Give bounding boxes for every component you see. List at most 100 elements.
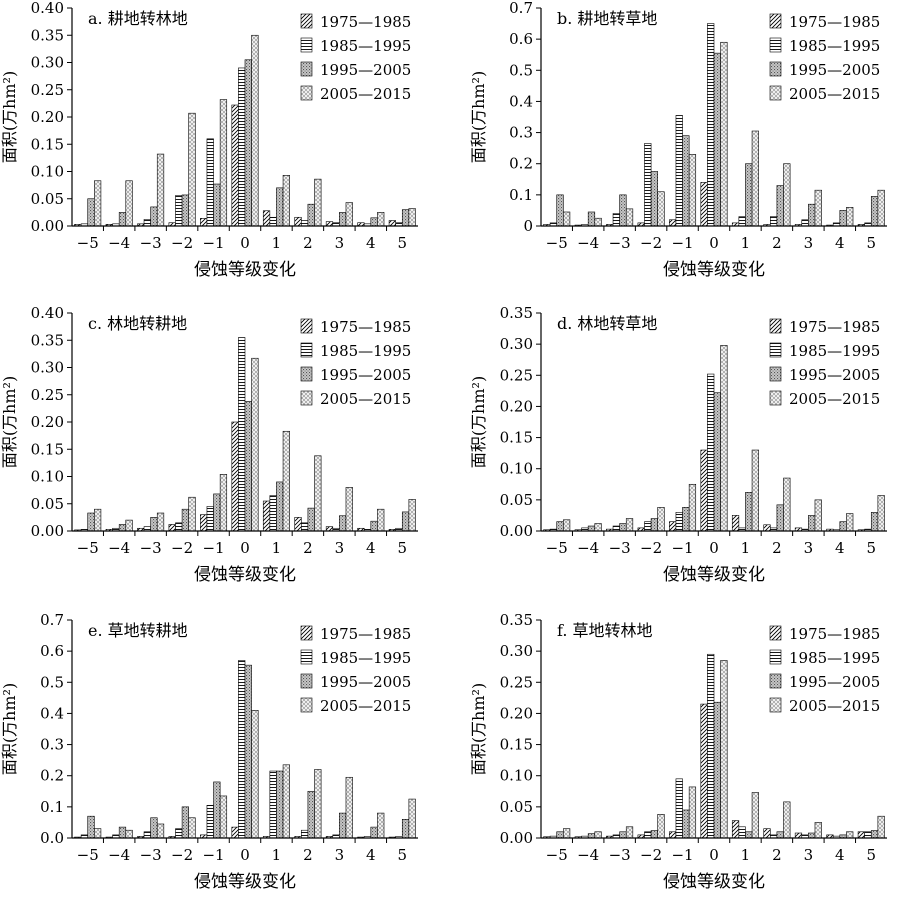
bar	[763, 524, 771, 532]
bar	[657, 507, 665, 532]
bar	[846, 831, 854, 839]
y-tick-label: 0.00	[31, 217, 64, 235]
bar	[669, 521, 677, 532]
bar	[282, 764, 290, 839]
y-tick-label: 0.10	[31, 468, 64, 486]
bar	[625, 208, 634, 227]
bar	[650, 171, 658, 227]
legend-label: 2005—2015	[789, 390, 880, 408]
y-tick-label: 0.20	[31, 413, 64, 431]
bar	[125, 180, 133, 227]
x-tick-label: −3	[140, 539, 162, 557]
legend-label: 1995—2005	[320, 673, 411, 691]
y-tick-label: 0.1	[40, 798, 64, 816]
bar	[814, 822, 822, 839]
bar	[556, 194, 564, 227]
legend-swatch	[769, 318, 782, 334]
x-tick-label: −5	[77, 234, 99, 252]
bar	[231, 104, 239, 227]
x-axis-title: 侵蚀等级变化	[194, 260, 296, 280]
bar	[200, 218, 208, 227]
y-tick-label: 0.10	[500, 767, 533, 785]
bar	[307, 203, 315, 227]
legend-swatch	[769, 61, 782, 77]
legend-swatch	[300, 390, 313, 406]
x-tick-label: 1	[272, 539, 282, 557]
chart-panel: 0.00 0.05 0.10 0.15 0.20 0.25 0.30 0.35 0.40 −5 −4…	[0, 0, 418, 280]
bar	[619, 831, 627, 839]
y-tick-label: 0.05	[31, 495, 64, 513]
bar	[700, 182, 708, 227]
bar	[388, 220, 396, 227]
bar	[345, 487, 353, 532]
bar	[282, 430, 290, 532]
x-tick-label: 1	[741, 234, 751, 252]
bar	[657, 191, 665, 227]
x-tick-label: −1	[202, 539, 224, 557]
x-tick-label: 0	[709, 234, 719, 252]
panel-title: a. 耕地转林地	[88, 9, 188, 28]
legend-label: 1985—1995	[789, 342, 880, 360]
chart-panel: 0.0 0.1 0.2 0.3 0.4 0.5 0.6 0.7 −5 −4 −3 −2 −1 0 1 2 3 4 5…	[0, 611, 418, 892]
bar	[125, 829, 133, 839]
y-tick-label: 0.4	[509, 92, 533, 110]
bar	[262, 210, 271, 227]
bar	[846, 207, 854, 227]
x-tick-label: 5	[397, 846, 407, 864]
x-tick-label: 3	[335, 539, 345, 557]
bar	[276, 187, 284, 227]
bar	[401, 511, 410, 532]
bar	[682, 507, 690, 532]
y-tick-label: 0.35	[31, 26, 64, 44]
y-tick-label: 0.30	[31, 359, 64, 377]
bar	[808, 515, 816, 532]
bar	[707, 373, 715, 532]
x-tick-label: −3	[140, 234, 162, 252]
y-tick-label: 0.00	[500, 522, 533, 540]
bar	[377, 212, 385, 227]
legend-swatch	[769, 37, 782, 53]
bar	[839, 210, 847, 227]
bar	[276, 770, 284, 839]
x-tick-label: −4	[577, 234, 599, 252]
legend-swatch	[300, 37, 313, 53]
bar	[408, 499, 416, 532]
bar	[143, 831, 151, 839]
legend-label: 1985—1995	[789, 37, 880, 55]
bar	[269, 770, 277, 839]
y-tick-label: 0.20	[500, 704, 533, 722]
bar	[556, 831, 564, 839]
x-tick-label: 4	[835, 539, 845, 557]
bar	[143, 526, 151, 532]
x-tick-label: 2	[772, 846, 782, 864]
legend-swatch	[769, 649, 782, 665]
legend-label: 2005—2015	[789, 697, 880, 715]
bar	[751, 449, 759, 532]
bar	[213, 493, 221, 532]
legend-swatch	[769, 342, 782, 358]
legend-label: 1995—2005	[320, 366, 411, 384]
y-axis-title: 面积(万hm²)	[0, 683, 19, 775]
bar	[94, 180, 102, 227]
x-tick-label: 1	[741, 539, 751, 557]
legend-swatch	[769, 697, 782, 713]
y-tick-label: 0.3	[40, 736, 64, 754]
bar	[231, 421, 239, 532]
bar	[219, 795, 228, 839]
chart-panel: 0.00 0.05 0.10 0.15 0.20 0.25 0.30 0.35 0.40 −5 −4…	[0, 304, 418, 585]
bar	[244, 59, 252, 227]
y-tick-label: 0.6	[509, 30, 533, 48]
chart-panel: 0.00 0.05 0.10 0.15 0.20 0.25 0.30 0.35 −5 −4 −3 −2…	[469, 611, 887, 892]
bar	[669, 219, 677, 227]
bar	[688, 483, 697, 532]
bar	[94, 828, 102, 839]
bar	[650, 830, 658, 839]
y-tick-label: 0.20	[31, 108, 64, 126]
bar	[307, 507, 315, 532]
y-tick-label: 0.05	[500, 798, 533, 816]
bar	[707, 23, 715, 227]
bar	[720, 41, 728, 227]
x-tick-label: 4	[835, 234, 845, 252]
x-tick-label: −2	[640, 234, 662, 252]
bar	[307, 790, 315, 839]
